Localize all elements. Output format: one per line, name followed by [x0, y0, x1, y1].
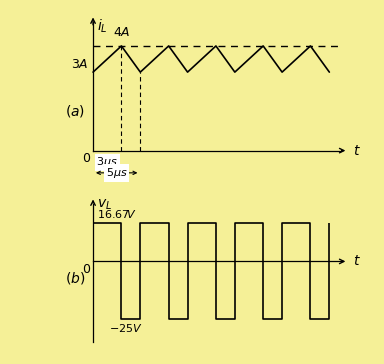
Text: $t$: $t$ — [353, 254, 361, 268]
Text: $0$: $0$ — [81, 263, 91, 276]
Text: $t$: $t$ — [353, 144, 361, 158]
Text: $0$: $0$ — [81, 152, 91, 165]
Text: $3\mu s$: $3\mu s$ — [96, 155, 118, 169]
Text: $5\mu s$: $5\mu s$ — [106, 166, 127, 180]
Text: $16.67V$: $16.67V$ — [97, 209, 137, 221]
Text: $4A$: $4A$ — [113, 27, 130, 39]
Text: $v_L$: $v_L$ — [97, 198, 112, 212]
Text: $i_L$: $i_L$ — [97, 17, 107, 35]
Text: $(b)$: $(b)$ — [65, 270, 85, 286]
Text: $3A$: $3A$ — [71, 58, 88, 71]
Text: $-25V$: $-25V$ — [109, 322, 143, 334]
Text: $(a)$: $(a)$ — [65, 103, 85, 119]
